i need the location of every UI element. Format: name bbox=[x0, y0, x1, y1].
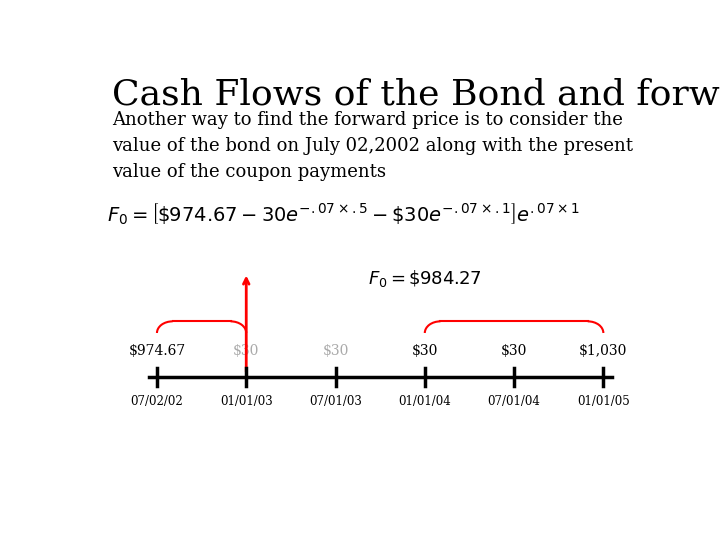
Text: 01/01/04: 01/01/04 bbox=[398, 395, 451, 408]
Text: $30: $30 bbox=[501, 344, 527, 358]
Text: $974.67: $974.67 bbox=[128, 344, 186, 358]
Text: 07/01/04: 07/01/04 bbox=[487, 395, 541, 408]
Text: $30: $30 bbox=[323, 344, 348, 358]
Text: $F_0 = \left[\$974.67 - 30e^{-.07\times.5} - \$30e^{-.07\times.1}\right]e^{.07\t: $F_0 = \left[\$974.67 - 30e^{-.07\times.… bbox=[107, 202, 580, 227]
Text: $F_0 = \$984.27$: $F_0 = \$984.27$ bbox=[368, 268, 482, 289]
Text: Cash Flows of the Bond and forward.: Cash Flows of the Bond and forward. bbox=[112, 77, 720, 111]
Text: 01/01/05: 01/01/05 bbox=[577, 395, 630, 408]
Text: Another way to find the forward price is to consider the
value of the bond on Ju: Another way to find the forward price is… bbox=[112, 111, 634, 181]
Text: 01/01/03: 01/01/03 bbox=[220, 395, 273, 408]
Text: $30: $30 bbox=[233, 344, 259, 358]
Text: $1,030: $1,030 bbox=[579, 344, 628, 358]
Text: 07/01/03: 07/01/03 bbox=[309, 395, 362, 408]
Text: 07/02/02: 07/02/02 bbox=[130, 395, 184, 408]
Text: $30: $30 bbox=[412, 344, 438, 358]
